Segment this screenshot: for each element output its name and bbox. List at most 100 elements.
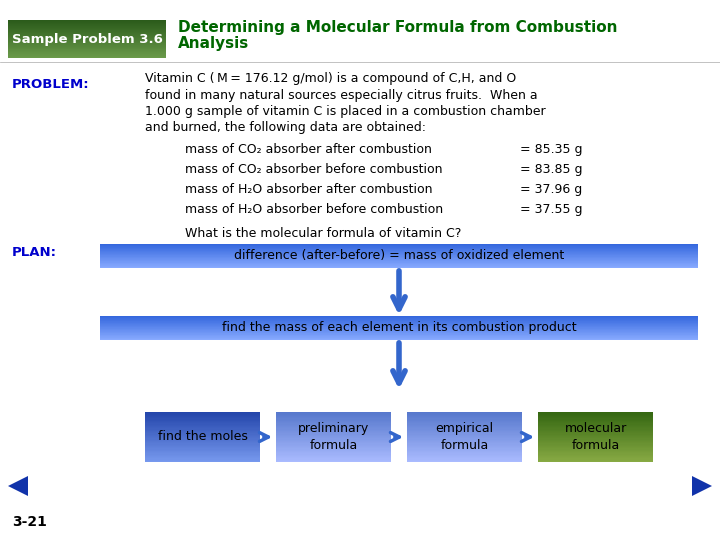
Bar: [276, 424, 391, 426]
Bar: [276, 443, 391, 444]
Text: Analysis: Analysis: [178, 36, 249, 51]
Bar: [8, 56, 166, 57]
Bar: [538, 431, 653, 433]
Bar: [145, 453, 260, 455]
Bar: [100, 336, 698, 337]
Bar: [8, 42, 166, 44]
Bar: [100, 338, 698, 339]
Bar: [100, 253, 698, 254]
Bar: [100, 249, 698, 251]
Bar: [407, 454, 522, 456]
Bar: [538, 442, 653, 443]
Bar: [538, 449, 653, 451]
Bar: [100, 266, 698, 267]
Bar: [276, 442, 391, 443]
Bar: [538, 458, 653, 460]
Bar: [407, 428, 522, 429]
Bar: [276, 447, 391, 448]
Bar: [145, 413, 260, 415]
Bar: [100, 332, 698, 333]
Bar: [145, 439, 260, 441]
Bar: [407, 423, 522, 424]
Bar: [538, 416, 653, 419]
Text: What is the molecular formula of vitamin C?: What is the molecular formula of vitamin…: [185, 227, 462, 240]
Bar: [407, 439, 522, 441]
Bar: [407, 415, 522, 417]
Bar: [145, 433, 260, 435]
Bar: [276, 411, 391, 413]
Bar: [145, 442, 260, 443]
Bar: [8, 52, 166, 53]
Bar: [407, 434, 522, 436]
Bar: [276, 446, 391, 447]
Bar: [100, 337, 698, 338]
Bar: [276, 431, 391, 433]
Text: PROBLEM:: PROBLEM:: [12, 78, 89, 91]
Bar: [538, 456, 653, 458]
Bar: [407, 416, 522, 419]
Bar: [100, 320, 698, 321]
Bar: [407, 411, 522, 413]
Bar: [8, 38, 166, 39]
Bar: [276, 444, 391, 446]
Bar: [145, 447, 260, 448]
Bar: [538, 434, 653, 436]
Bar: [145, 424, 260, 426]
Text: = 37.96 g: = 37.96 g: [520, 183, 582, 196]
Text: mass of CO₂ absorber after combustion: mass of CO₂ absorber after combustion: [185, 143, 432, 156]
Bar: [8, 48, 166, 50]
Bar: [276, 439, 391, 441]
Bar: [538, 440, 653, 442]
Text: and burned, the following data are obtained:: and burned, the following data are obtai…: [145, 122, 426, 134]
Text: mass of H₂O absorber after combustion: mass of H₂O absorber after combustion: [185, 183, 433, 196]
Bar: [145, 459, 260, 461]
Bar: [8, 53, 166, 54]
Bar: [145, 434, 260, 436]
Bar: [538, 427, 653, 428]
Bar: [145, 422, 260, 423]
Bar: [538, 438, 653, 440]
Bar: [276, 416, 391, 419]
Bar: [407, 435, 522, 437]
Bar: [8, 23, 166, 25]
Bar: [100, 334, 698, 335]
Bar: [8, 43, 166, 45]
Bar: [100, 327, 698, 328]
Bar: [145, 418, 260, 420]
Bar: [276, 440, 391, 442]
Bar: [407, 460, 522, 462]
Bar: [100, 321, 698, 322]
Bar: [538, 447, 653, 448]
Bar: [8, 44, 166, 46]
Bar: [8, 21, 166, 22]
Bar: [100, 339, 698, 340]
Bar: [100, 326, 698, 327]
Bar: [100, 336, 698, 338]
Bar: [8, 40, 166, 42]
Text: difference (after-before) = mass of oxidized element: difference (after-before) = mass of oxid…: [234, 249, 564, 262]
Bar: [538, 428, 653, 429]
Bar: [407, 459, 522, 461]
Bar: [100, 255, 698, 256]
Bar: [100, 244, 698, 245]
Bar: [538, 423, 653, 424]
Bar: [276, 423, 391, 424]
Bar: [276, 429, 391, 431]
Bar: [100, 251, 698, 252]
Bar: [100, 265, 698, 266]
Text: preliminary
formula: preliminary formula: [298, 422, 369, 452]
Bar: [407, 418, 522, 420]
Bar: [145, 450, 260, 452]
Bar: [100, 248, 698, 249]
Bar: [538, 426, 653, 427]
Bar: [100, 265, 698, 266]
Bar: [538, 460, 653, 462]
Polygon shape: [692, 476, 712, 496]
Bar: [8, 32, 166, 33]
Bar: [8, 46, 166, 48]
Bar: [538, 429, 653, 431]
Text: Sample Problem 3.6: Sample Problem 3.6: [12, 32, 163, 45]
Text: find the mass of each element in its combustion product: find the mass of each element in its com…: [222, 321, 576, 334]
Bar: [8, 42, 166, 43]
Bar: [8, 50, 166, 51]
